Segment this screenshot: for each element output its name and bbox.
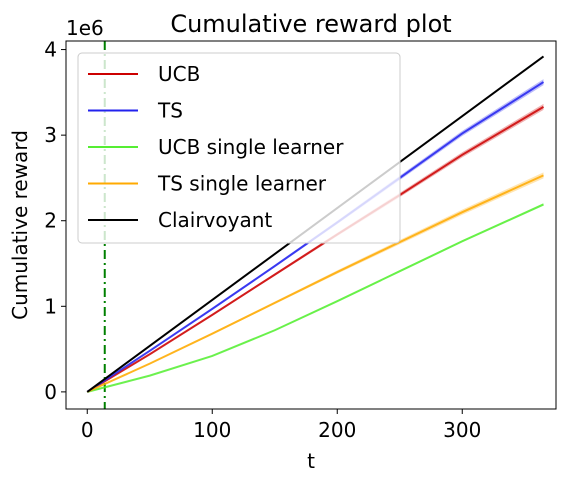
x-tick-label: 100: [193, 418, 231, 442]
y-tick-label: 0: [44, 380, 57, 404]
y-tick-label: 4: [44, 38, 57, 62]
legend-label-ucb: UCB: [158, 62, 200, 86]
x-tick-label: 0: [81, 418, 94, 442]
x-axis-label: t: [307, 449, 315, 473]
legend-label-ts: TS: [157, 99, 183, 123]
y-tick-label: 2: [44, 209, 57, 233]
x-tick-label: 300: [443, 418, 481, 442]
legend-label-clairvoyant: Clairvoyant: [158, 208, 272, 232]
legend-label-ts-single-learner: TS single learner: [157, 172, 327, 196]
legend: UCB TS UCB single learner TS single learner…: [78, 53, 400, 243]
legend-label-ucb-single-learner: UCB single learner: [158, 135, 344, 159]
y-tick-label: 3: [44, 123, 57, 147]
y-tick-label: 1: [44, 294, 57, 318]
y-axis-label: Cumulative reward: [8, 130, 32, 320]
y-scale-label: 1e6: [66, 16, 104, 40]
x-tick-label: 200: [318, 418, 356, 442]
chart-title: Cumulative reward plot: [170, 10, 451, 38]
